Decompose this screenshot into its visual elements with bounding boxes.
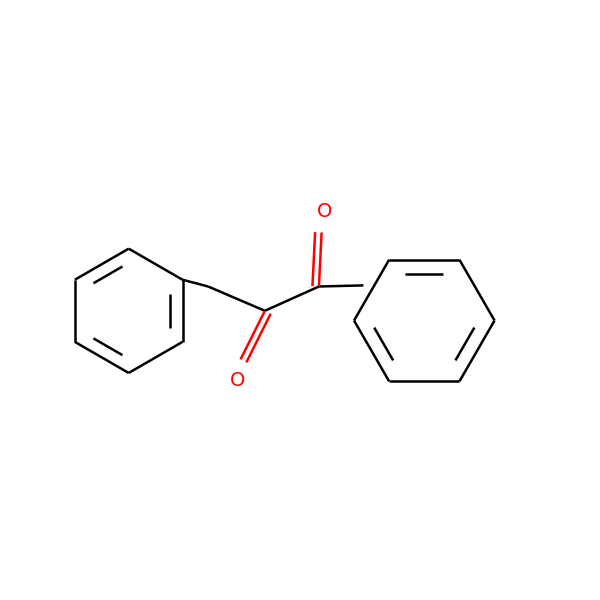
- Text: O: O: [230, 371, 245, 391]
- Text: O: O: [317, 202, 332, 221]
